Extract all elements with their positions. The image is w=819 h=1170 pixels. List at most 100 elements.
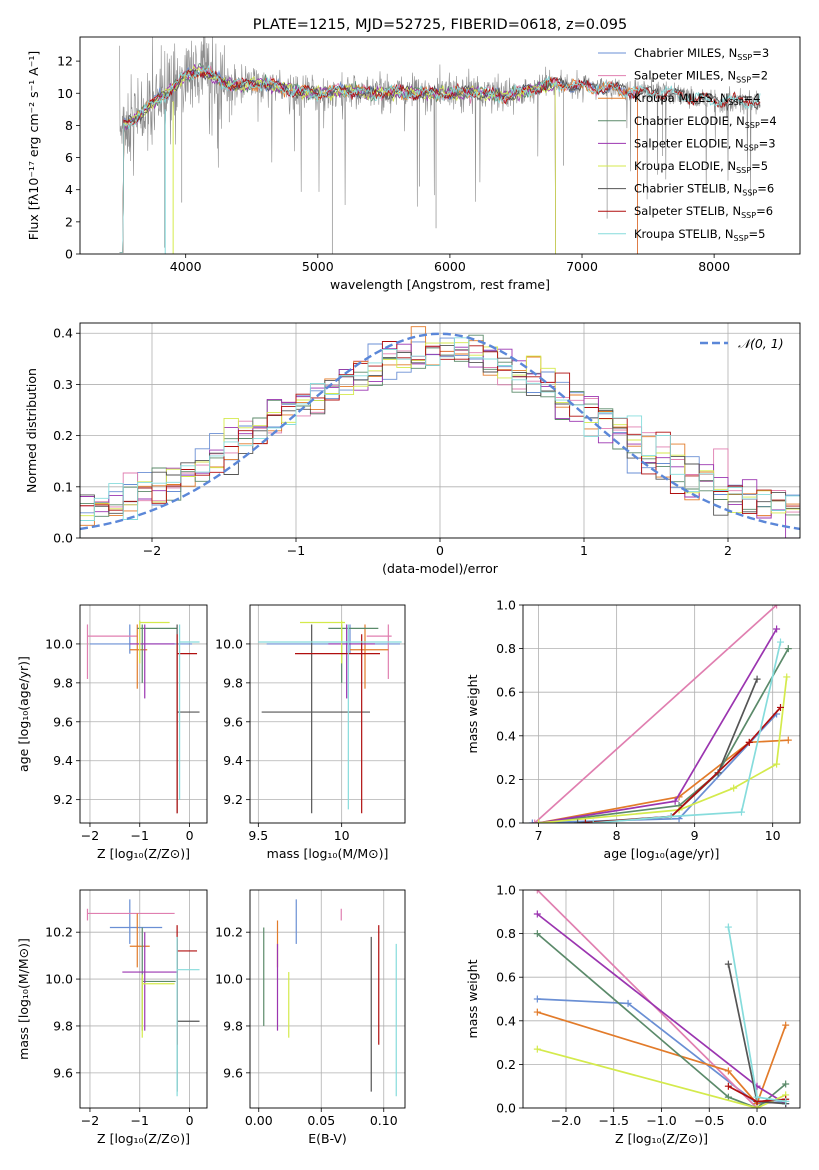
y-tick-label: 9.4 [53,753,73,768]
x-tick-label: −1 [287,543,305,558]
weight-marker [533,1045,541,1053]
model-spectrum [119,66,638,254]
y-tick-label: 6 [65,150,73,165]
z-mass-plot-area [80,890,207,1108]
gaussian-curve [80,332,800,531]
weight-marker [784,736,792,744]
z-weight-y-axis-label: mass weight [465,959,480,1038]
x-tick-label: −0.5 [694,1113,724,1128]
residuals-plot-area [80,323,800,538]
weight-marker [776,703,784,711]
y-tick-label: 0.2 [496,772,516,787]
weight-marker [724,923,732,931]
y-tick-label: 2 [65,214,73,229]
z-mass-x-axis-label: Z [log₁₀(Z/Z⊙)] [97,1131,190,1146]
spectrum-x-axis-label: wavelength [Angstrom, rest frame] [330,277,550,292]
weight-marker [531,819,539,823]
y-tick-label: 10.0 [45,636,73,651]
figure-title: PLATE=1215, MJD=52725, FIBERID=0618, z=0… [253,17,627,33]
weight-line [593,641,782,823]
y-tick-label: 9.6 [53,1065,73,1080]
y-tick-label: 0 [65,247,73,262]
x-tick-label: 0 [186,828,194,843]
z-mass-y-axis-label: mass [log₁₀(M/M⊙)] [16,938,31,1060]
y-tick-label: 0.8 [496,926,516,941]
y-tick-label: 10.0 [215,636,243,651]
x-tick-label: 8000 [698,259,730,274]
weight-marker [533,1008,541,1016]
age-weight-x-axis-label: age [log₁₀(age/yr)] [604,846,720,861]
weight-line [536,890,758,1108]
y-tick-label: 9.2 [53,792,73,807]
z-age-y-axis-label: age [log₁₀(age/yr)] [16,656,31,772]
weight-marker [535,819,543,823]
ebv-mass-plot-area [250,890,405,1108]
weight-marker [533,930,541,938]
weight-marker [724,1093,732,1101]
x-tick-label: 9.5 [248,828,268,843]
y-tick-label: 9.8 [223,1018,243,1033]
x-tick-label: −1.5 [599,1113,629,1128]
x-tick-label: −2.0 [551,1113,581,1128]
y-tick-label: 0.3 [53,377,73,392]
y-tick-label: 9.6 [223,714,243,729]
weight-line [585,706,782,823]
legend-label: Salpeter MILES, NSSP=2 [634,69,768,85]
z-mass-panel: −2 −1 0 9.6 9.8 10.0 10.2 Z [log₁₀(Z/Z⊙)] mass [… [16,889,208,1146]
weight-marker [528,819,536,823]
ebv-mass-frame [249,889,406,1109]
spectrum-y-axis-label: Flux [fλ10⁻¹⁷ erg cm⁻² s⁻¹ A⁻¹] [26,51,41,240]
y-tick-label: 0.2 [496,1057,516,1072]
age-weight-y-axis-label: mass weight [465,674,480,753]
z-age-plot-area [80,605,207,823]
age-weight-plot-area [523,605,800,823]
y-tick-label: 1.0 [496,883,516,898]
weight-marker [783,673,791,681]
x-tick-label: 0 [186,1113,194,1128]
weight-line [536,932,787,1108]
weight-marker [753,1093,761,1101]
weight-marker [782,1021,790,1029]
x-tick-label: 0 [436,543,444,558]
y-tick-label: 1.0 [496,598,516,613]
y-tick-label: 10 [57,86,73,101]
weight-line [538,628,778,823]
z-age-panel: −2 −1 0 9.2 9.4 9.6 9.8 10.0 Z [log₁₀(Z/Z⊙)] age … [16,604,208,861]
age-weight-frame [522,604,801,824]
y-tick-label: 0.4 [496,728,516,743]
x-tick-label: −2 [81,828,99,843]
weight-marker [753,1104,761,1108]
x-tick-label: 7 [535,828,543,843]
weight-marker [782,1080,790,1088]
weight-marker [724,1082,732,1090]
weight-marker [745,738,753,746]
y-tick-label: 0.0 [496,1101,516,1116]
y-tick-label: 0.0 [53,531,73,546]
weight-line [538,739,789,823]
y-tick-label: 10.2 [215,925,243,940]
y-tick-label: 0.1 [53,479,73,494]
weight-marker [724,960,732,968]
model-spectrum [119,64,761,253]
z-age-x-axis-label: Z [log₁₀(Z/Z⊙)] [97,846,190,861]
weight-marker [773,760,781,768]
legend-label: 𝒩(0, 1) [738,336,784,351]
model-spectrum [119,69,761,253]
y-tick-label: 0.4 [496,1013,516,1028]
residuals-y-axis-label: Normed distribution [24,368,39,493]
weight-marker [784,645,792,653]
x-tick-label: 0.0 [747,1113,767,1128]
y-tick-label: 9.2 [223,792,243,807]
x-tick-label: 7000 [566,259,598,274]
y-tick-label: 0.0 [496,816,516,831]
y-tick-label: 9.8 [53,1018,73,1033]
x-tick-label: 1 [580,543,588,558]
weight-marker [624,999,632,1007]
x-tick-label: 2 [724,543,732,558]
residuals-panel: −2 −1 0 1 2 0.0 0.1 0.2 0.3 0.4 (data-model)/error… [24,322,801,576]
y-tick-label: 12 [57,54,73,69]
x-tick-label: 6000 [434,259,466,274]
x-tick-label: 5000 [302,259,334,274]
weight-marker [589,819,597,823]
